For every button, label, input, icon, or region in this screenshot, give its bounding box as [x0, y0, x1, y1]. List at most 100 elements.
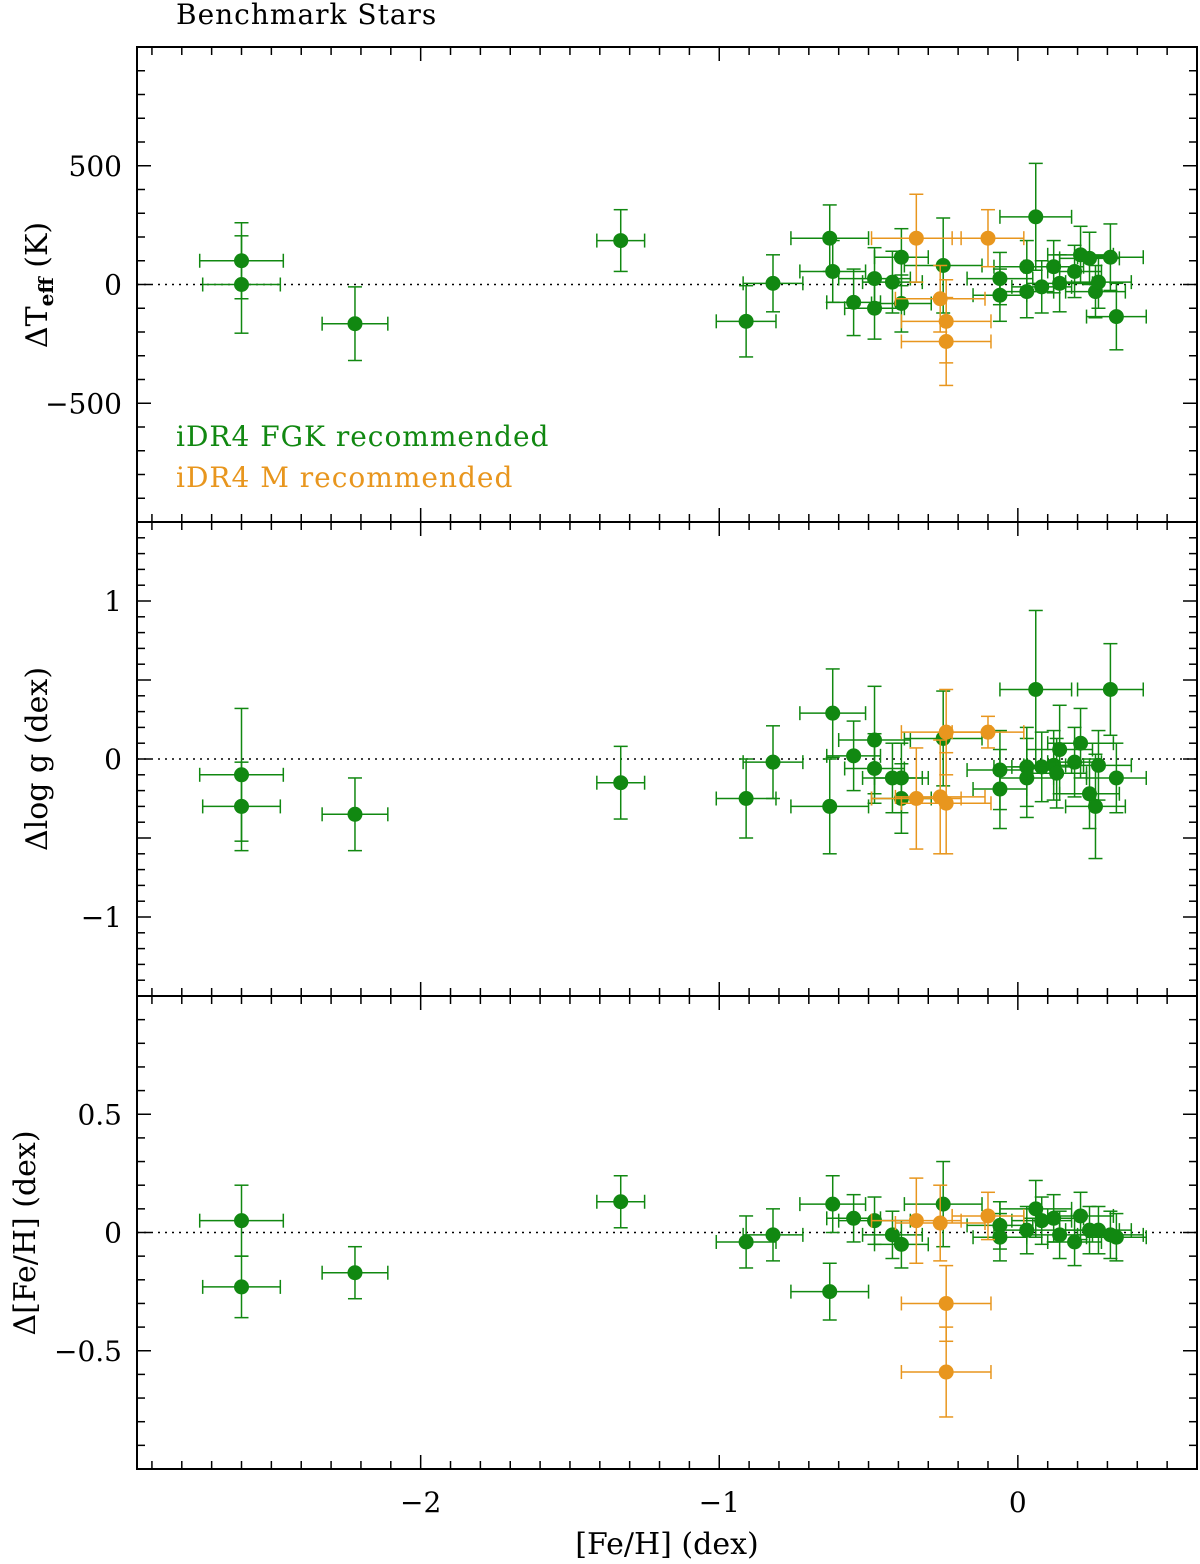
data-marker [893, 249, 909, 265]
data-marker [1108, 309, 1124, 325]
data-marker [738, 791, 754, 806]
data-marker [234, 1213, 250, 1229]
data-marker [347, 316, 363, 332]
data-marker [884, 1227, 900, 1243]
data-point-m-teff [900, 296, 992, 387]
data-marker [1019, 284, 1035, 300]
data-marker [822, 798, 838, 814]
data-marker [980, 724, 996, 740]
data-marker [234, 277, 250, 292]
data-point-fgk-feh [873, 1219, 930, 1269]
data-point-fgk-feh [1046, 1191, 1115, 1241]
data-marker [765, 754, 781, 770]
data-marker [738, 313, 754, 329]
data-marker [1108, 1229, 1124, 1245]
data-point-fgk-logg [596, 745, 646, 820]
data-point-fgk-logg [1076, 642, 1145, 737]
data-marker [1102, 249, 1118, 265]
data-marker [992, 781, 1008, 797]
data-marker [1028, 1201, 1044, 1217]
y-axis-label-feh: Δ[Fe/H] (dex) [8, 1130, 43, 1335]
data-marker [347, 806, 363, 822]
data-point-fgk-feh [596, 1174, 646, 1229]
data-marker [825, 705, 841, 721]
data-point-fgk-feh [903, 1160, 983, 1248]
data-marker [846, 294, 862, 310]
data-point-m-feh [894, 1184, 986, 1262]
data-point-fgk-teff [1076, 223, 1145, 292]
data-marker [613, 233, 629, 249]
data-marker [765, 1227, 781, 1243]
data-point-fgk-teff [1046, 244, 1103, 299]
data-point-fgk-teff [1058, 231, 1121, 286]
data-point-fgk-feh [1064, 1205, 1133, 1255]
data-marker [1028, 681, 1044, 697]
data-marker [1028, 209, 1044, 225]
data-point-fgk-logg [1026, 737, 1088, 809]
data-point-fgk-feh [790, 1262, 870, 1321]
data-marker [738, 1234, 754, 1250]
data-marker [765, 275, 781, 291]
data-marker [938, 795, 954, 811]
data-marker [1067, 1234, 1083, 1250]
data-marker [932, 291, 948, 307]
figure-title: Benchmark Stars [176, 0, 437, 31]
data-point-fgk-logg [790, 758, 870, 855]
data-point-fgk-logg [1058, 758, 1121, 830]
y-tick-label-teff: 0 [104, 269, 122, 302]
data-point-fgk-teff [596, 208, 646, 273]
data-point-fgk-teff [715, 284, 777, 358]
x-tick-label: −1 [699, 1486, 740, 1519]
y-tick-label-feh: 0 [104, 1217, 122, 1250]
data-point-fgk-feh [198, 1184, 285, 1257]
y-axis-label-logg: Δlog g (dex) [20, 667, 55, 851]
data-point-fgk-logg [799, 668, 867, 759]
data-marker [822, 1284, 838, 1300]
data-marker [1090, 1222, 1106, 1238]
data-point-fgk-logg [825, 720, 882, 792]
data-point-fgk-teff [1085, 282, 1147, 351]
data-marker [1073, 735, 1089, 751]
data-point-fgk-logg [1011, 731, 1073, 803]
data-point-fgk-feh [799, 1174, 867, 1234]
data-point-fgk-feh [1046, 1217, 1103, 1267]
data-point-fgk-logg [742, 725, 804, 800]
data-point-m-teff [894, 264, 986, 333]
y-label-teff-main: ΔT [20, 306, 55, 348]
data-point-fgk-logg [201, 761, 282, 852]
data-marker [1108, 770, 1124, 786]
data-marker [822, 230, 838, 246]
data-point-m-logg [951, 715, 1025, 749]
data-point-fgk-logg [999, 609, 1073, 770]
data-marker [1087, 798, 1103, 814]
data-marker [935, 1196, 951, 1212]
data-point-fgk-logg [843, 732, 906, 804]
data-marker [867, 300, 883, 316]
data-point-fgk-teff [999, 264, 1055, 319]
data-marker [992, 1229, 1008, 1245]
data-point-fgk-logg [1064, 729, 1133, 801]
data-point-fgk-feh [321, 1245, 389, 1300]
y-axis-label-teff: ΔTeff (K) [20, 222, 58, 348]
legend-entry-fgk: iDR4 FGK recommended [176, 420, 549, 453]
data-point-fgk-logg [972, 748, 1028, 830]
data-point-m-feh [951, 1191, 1025, 1241]
data-point-fgk-teff [843, 276, 906, 340]
data-marker [347, 1265, 363, 1281]
y-tick-label-feh: 0.5 [77, 1098, 122, 1131]
data-point-fgk-teff [790, 204, 870, 273]
data-point-fgk-feh [742, 1208, 804, 1262]
x-tick-label: 0 [1009, 1486, 1027, 1519]
data-point-m-logg [894, 739, 986, 855]
data-point-fgk-feh [201, 1255, 282, 1319]
y-label-teff-unit: (K) [20, 222, 55, 277]
y-tick-label-teff: 500 [69, 150, 122, 183]
data-marker [1090, 274, 1106, 290]
y-tick-label-logg: 0 [104, 743, 122, 776]
data-point-m-teff [951, 208, 1025, 268]
data-marker [846, 1210, 862, 1226]
data-marker [884, 274, 900, 290]
data-point-fgk-teff [201, 235, 282, 334]
data-marker [1090, 757, 1106, 773]
